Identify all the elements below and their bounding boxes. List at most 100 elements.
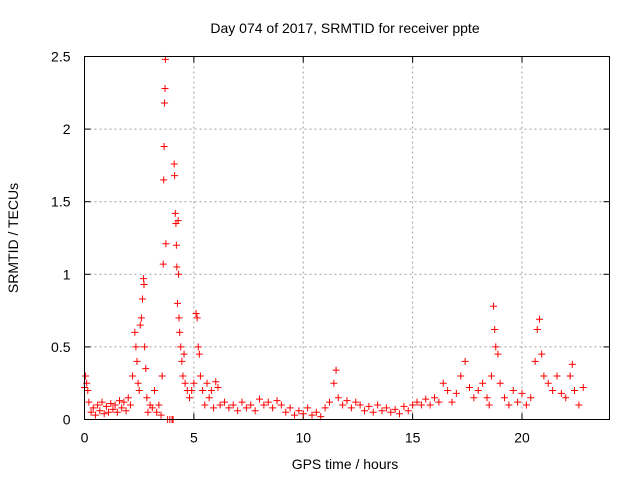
data-point: [87, 408, 95, 416]
data-point: [171, 172, 179, 180]
data-point: [387, 408, 395, 416]
data-point: [153, 408, 161, 416]
x-tick-label: 20: [514, 430, 530, 446]
data-point: [431, 394, 438, 402]
data-point: [118, 404, 126, 412]
data-point: [444, 386, 452, 394]
plot-frame: [84, 56, 610, 420]
data-point: [334, 394, 342, 402]
data-point: [540, 372, 548, 380]
data-point: [221, 398, 228, 406]
data-point: [562, 394, 570, 402]
data-point: [356, 401, 364, 409]
data-point: [374, 401, 382, 409]
data-point: [160, 176, 168, 184]
data-point: [553, 372, 561, 380]
data-point: [178, 357, 186, 365]
data-point: [151, 386, 158, 394]
data-point: [396, 410, 403, 418]
data-point: [422, 395, 430, 403]
data-point: [479, 379, 487, 387]
data-point: [522, 401, 530, 409]
data-point: [474, 386, 482, 394]
data-point: [175, 314, 183, 322]
data-point: [321, 404, 329, 412]
data-point: [194, 343, 202, 351]
data-point: [203, 379, 211, 387]
data-point: [158, 372, 166, 380]
data-point: [494, 350, 502, 358]
data-point: [439, 379, 447, 387]
data-point: [491, 325, 499, 333]
data-point: [470, 394, 478, 402]
data-point: [332, 366, 340, 374]
data-point: [210, 404, 218, 412]
data-point: [575, 401, 583, 409]
data-point: [308, 411, 316, 419]
data-point: [277, 401, 285, 409]
data-point: [207, 386, 215, 394]
data-points: [81, 55, 587, 423]
data-point: [483, 394, 491, 402]
data-point: [343, 397, 351, 405]
data-point: [487, 372, 495, 380]
data-point: [102, 402, 110, 410]
data-point: [369, 408, 377, 416]
data-point: [192, 310, 200, 318]
data-point: [544, 379, 552, 387]
data-point: [273, 397, 281, 405]
data-point: [155, 401, 163, 409]
data-point: [85, 398, 93, 406]
data-point: [533, 325, 541, 333]
data-point: [378, 407, 386, 415]
data-point: [111, 401, 119, 409]
data-point: [175, 270, 183, 278]
data-point: [509, 386, 517, 394]
data-point: [131, 328, 139, 336]
data-point: [225, 404, 233, 412]
data-point: [94, 401, 102, 409]
data-point: [144, 408, 152, 416]
data-point: [148, 404, 156, 412]
x-tick-label: 15: [405, 430, 421, 446]
data-point: [312, 408, 320, 416]
data-point: [382, 404, 390, 412]
data-point: [116, 397, 123, 405]
data-point: [417, 401, 425, 409]
data-point: [129, 372, 137, 380]
data-point: [159, 260, 167, 268]
data-point: [400, 402, 408, 410]
data-point: [181, 379, 189, 387]
data-point: [138, 295, 146, 303]
data-point: [143, 394, 151, 402]
y-tick-label: 0: [63, 412, 71, 428]
y-tick-label: 1.5: [51, 194, 71, 210]
data-point: [137, 314, 145, 322]
data-point: [162, 240, 170, 248]
data-point: [174, 217, 182, 225]
data-point: [170, 160, 178, 168]
data-point: [201, 401, 209, 409]
data-point: [161, 84, 169, 92]
data-point: [579, 384, 587, 392]
data-point: [113, 408, 121, 416]
data-point: [186, 394, 193, 402]
data-point: [188, 386, 196, 394]
data-point: [538, 350, 546, 358]
data-point: [242, 404, 250, 412]
data-point: [295, 407, 303, 415]
data-point: [264, 398, 272, 406]
data-point: [133, 357, 141, 365]
data-point: [161, 55, 169, 63]
data-point: [142, 365, 150, 373]
data-point: [238, 398, 246, 406]
data-point: [291, 411, 298, 419]
data-point: [180, 350, 188, 358]
x-tick-label: 10: [295, 430, 311, 446]
data-point: [91, 411, 99, 419]
data-point: [426, 401, 434, 409]
data-point: [505, 401, 513, 409]
x-axis-label: GPS time / hours: [292, 456, 399, 472]
axes: 0 0.5 1 1.5 2 2.5 0 5 10 15 20: [51, 49, 610, 446]
data-point: [229, 401, 237, 409]
